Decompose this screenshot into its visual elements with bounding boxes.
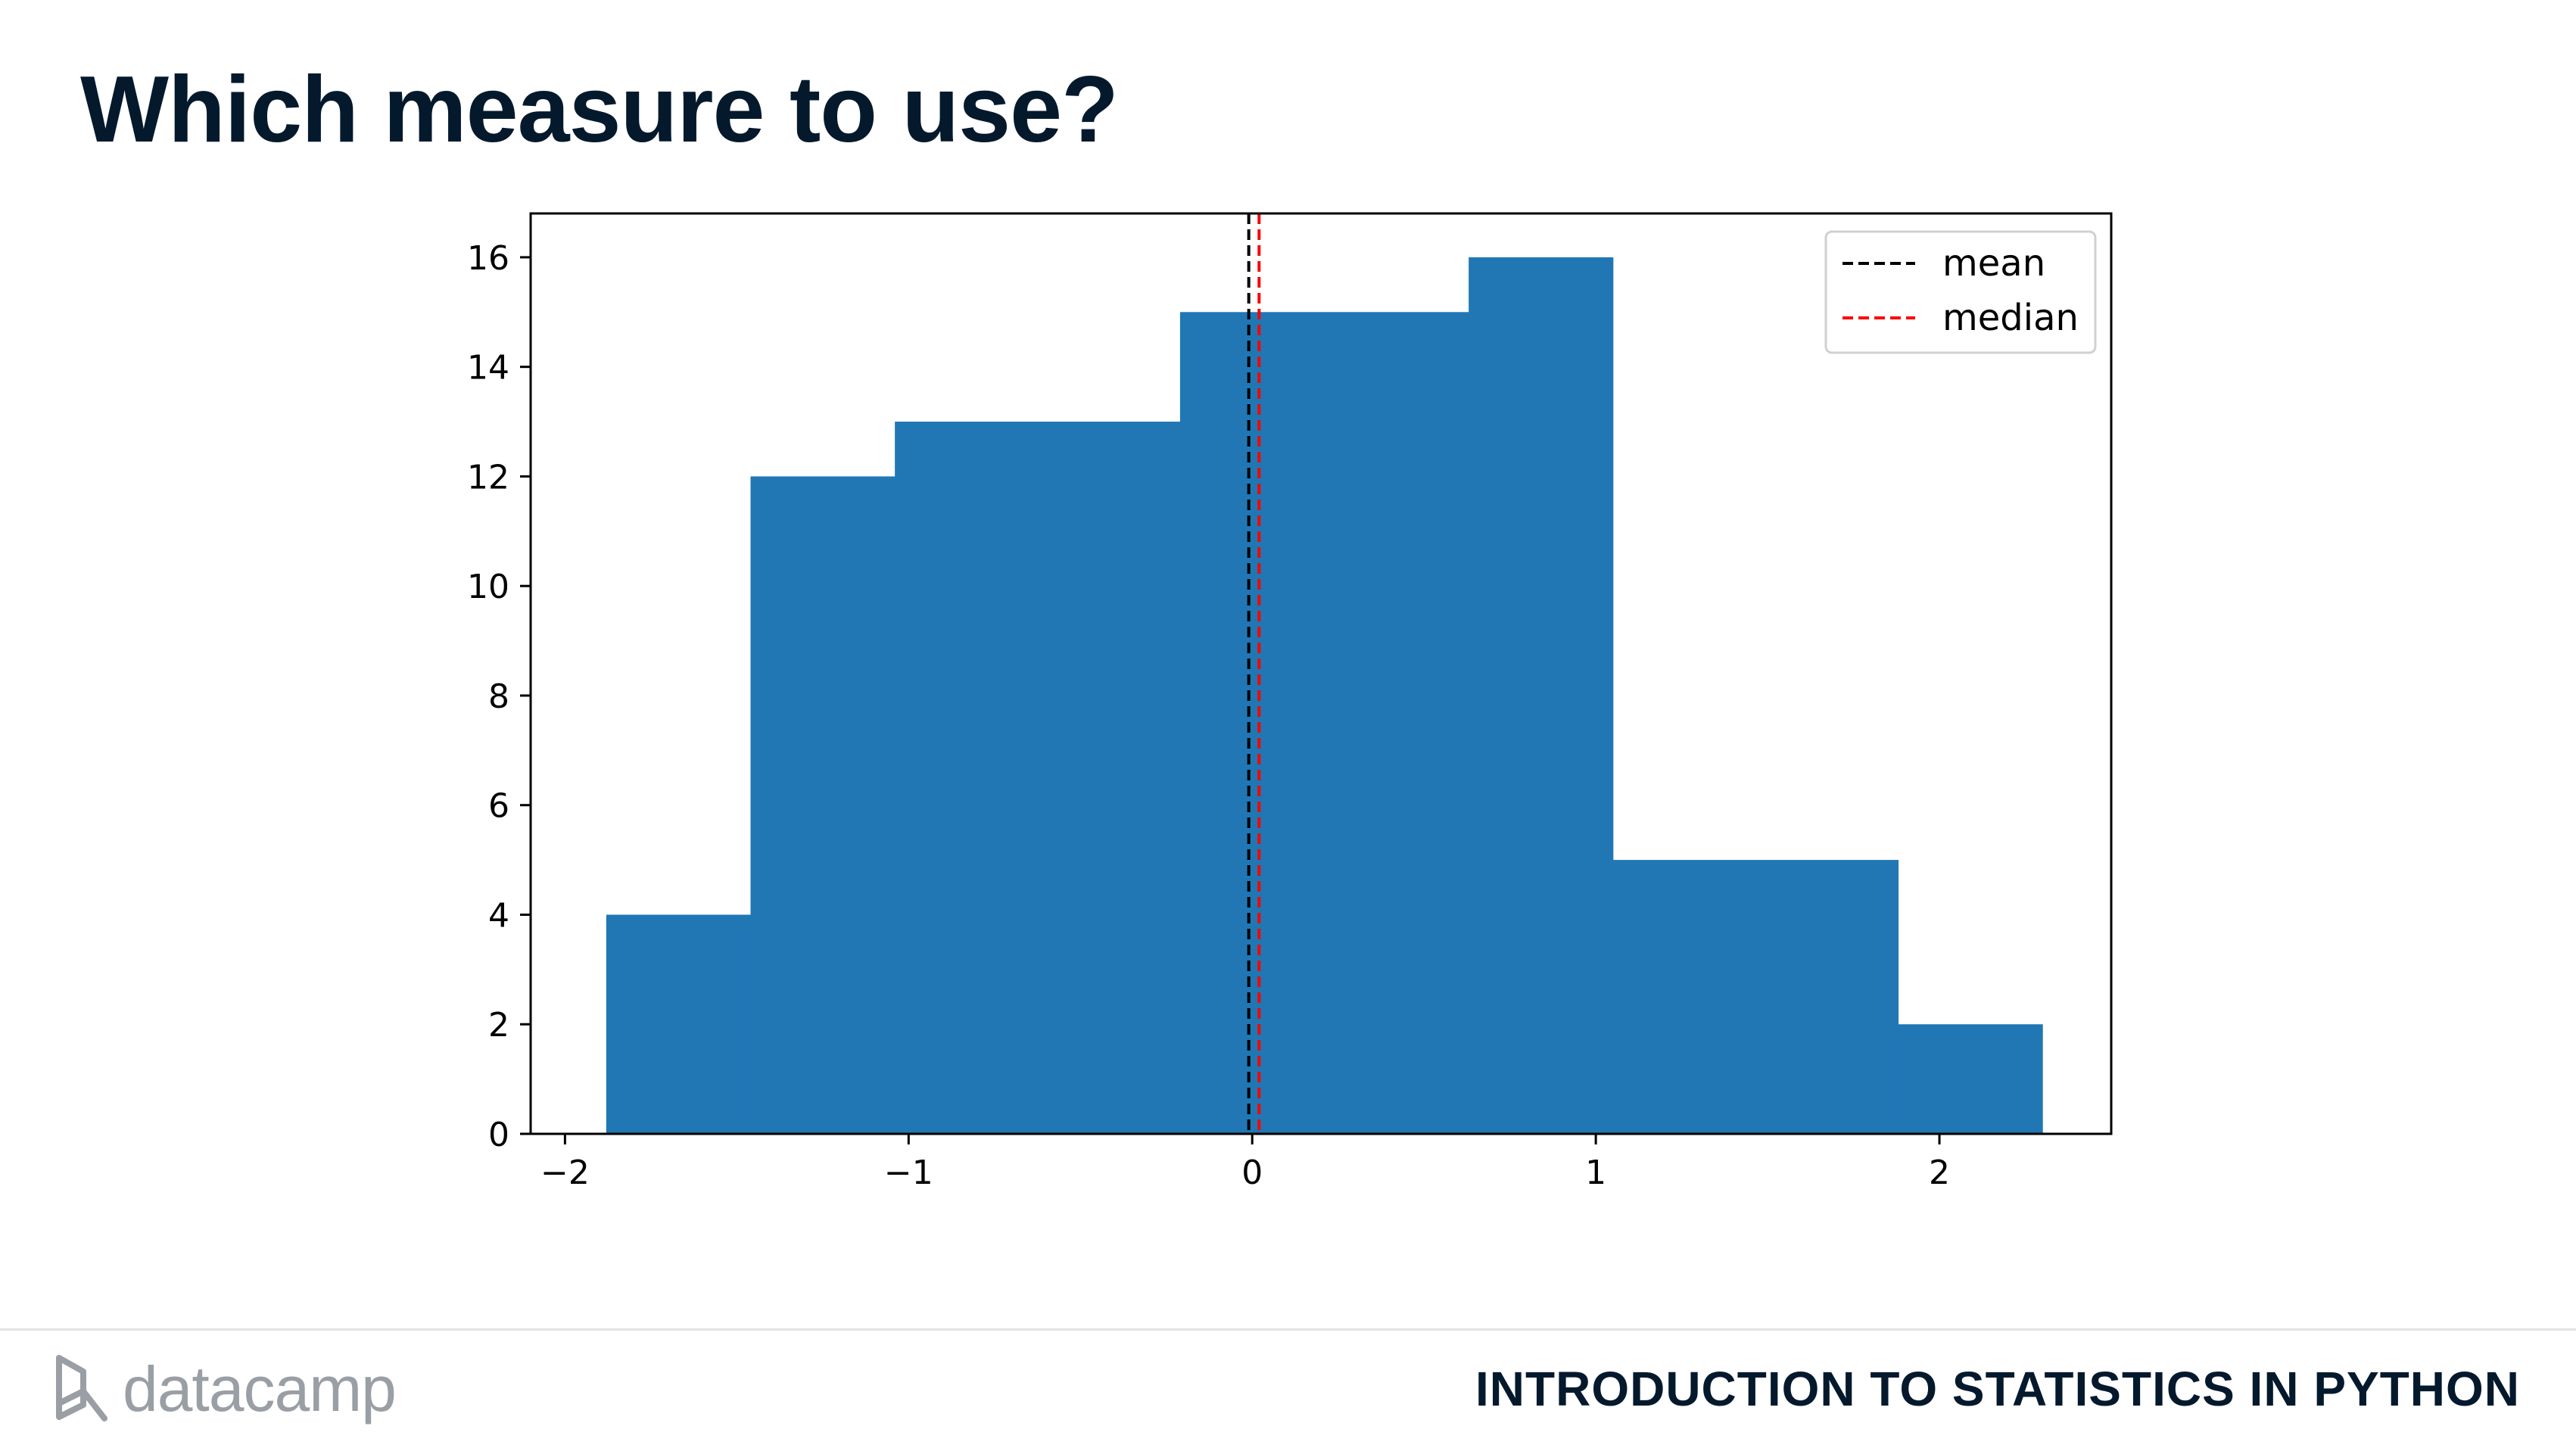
- histogram-bar: [1039, 422, 1181, 1134]
- histogram-bar: [1179, 312, 1325, 1135]
- y-tick-label: 4: [488, 896, 509, 935]
- y-tick-label: 10: [467, 568, 509, 606]
- y-tick-label: 6: [488, 787, 509, 826]
- legend-median-label: median: [1942, 297, 2079, 339]
- x-tick-label: −2: [540, 1154, 590, 1192]
- histogram-bar: [1612, 860, 1755, 1134]
- histogram-bar: [1469, 257, 1614, 1134]
- footer-divider: [0, 1328, 2576, 1331]
- x-tick-label: −1: [884, 1154, 933, 1192]
- logo-text: datacamp: [123, 1353, 397, 1425]
- histogram-bar: [606, 914, 752, 1134]
- histogram-bar: [1324, 312, 1469, 1135]
- y-tick-label: 8: [488, 677, 509, 716]
- y-tick-label: 2: [488, 1006, 509, 1045]
- y-tick-label: 16: [467, 239, 509, 278]
- histogram-bar: [1898, 1024, 2043, 1134]
- y-tick-label: 14: [467, 349, 509, 388]
- datacamp-logo[interactable]: datacamp: [53, 1347, 397, 1431]
- datacamp-logo-icon: [56, 1355, 107, 1421]
- legend-mean-label: mean: [1942, 242, 2045, 285]
- plot-frame: [529, 212, 2113, 1135]
- course-title: INTRODUCTION TO STATISTICS IN PYTHON: [1475, 1362, 2520, 1416]
- histogram-bar: [750, 476, 896, 1134]
- y-tick-label: 0: [488, 1116, 509, 1154]
- x-tick-label: 0: [1241, 1154, 1263, 1192]
- histogram-bar: [1753, 860, 1899, 1134]
- histogram-bar: [895, 422, 1040, 1134]
- x-tick-label: 1: [1585, 1154, 1606, 1192]
- slide-title: Which measure to use?: [80, 58, 1119, 162]
- x-tick-label: 2: [1929, 1154, 1950, 1192]
- y-tick-label: 12: [467, 458, 509, 497]
